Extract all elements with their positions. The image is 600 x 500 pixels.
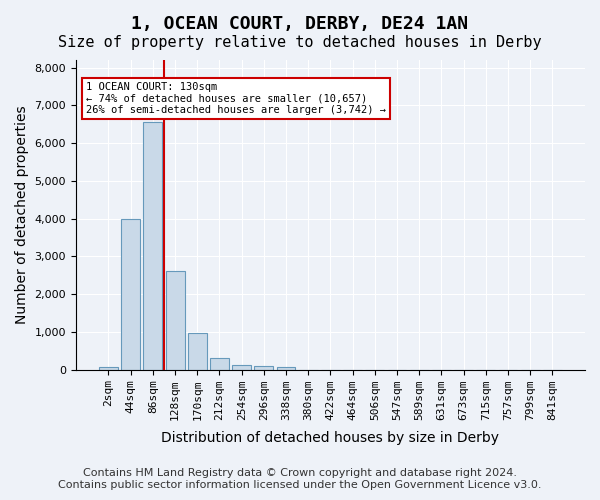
Bar: [277, 367, 295, 370]
X-axis label: Distribution of detached houses by size in Derby: Distribution of detached houses by size …: [161, 431, 499, 445]
Bar: [143, 122, 163, 370]
Text: 1 OCEAN COURT: 130sqm
← 74% of detached houses are smaller (10,657)
26% of semi-: 1 OCEAN COURT: 130sqm ← 74% of detached …: [86, 82, 386, 115]
Bar: [188, 334, 207, 370]
Bar: [254, 366, 273, 370]
Bar: [232, 365, 251, 370]
Text: Size of property relative to detached houses in Derby: Size of property relative to detached ho…: [58, 35, 542, 50]
Text: 1, OCEAN COURT, DERBY, DE24 1AN: 1, OCEAN COURT, DERBY, DE24 1AN: [131, 15, 469, 33]
Bar: [99, 367, 118, 370]
Bar: [166, 270, 185, 370]
Text: Contains HM Land Registry data © Crown copyright and database right 2024.
Contai: Contains HM Land Registry data © Crown c…: [58, 468, 542, 490]
Bar: [121, 220, 140, 370]
Bar: [210, 358, 229, 370]
Y-axis label: Number of detached properties: Number of detached properties: [15, 106, 29, 324]
